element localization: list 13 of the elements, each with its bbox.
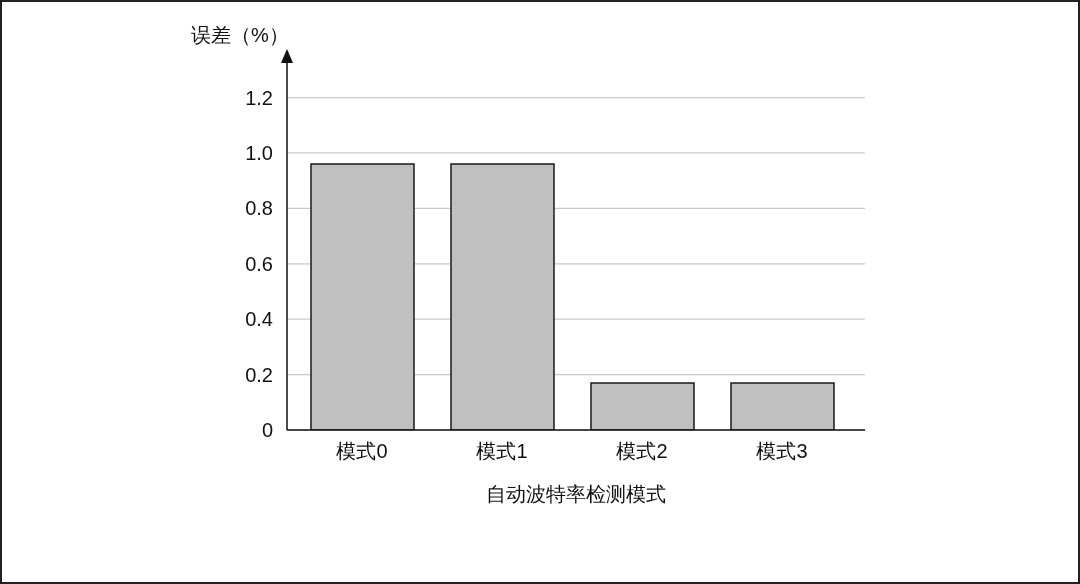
y-axis-title: 误差（%）: [191, 24, 289, 46]
x-axis-title: 自动波特率检测模式: [486, 483, 666, 506]
y-tick-label: 0.6: [245, 252, 273, 275]
y-tick-label: 0.8: [245, 197, 273, 220]
y-tick-label: 0.4: [245, 308, 273, 331]
x-tick-label: 模式3: [756, 440, 808, 463]
x-tick-label: 模式1: [476, 440, 528, 463]
x-tick-label: 模式0: [336, 440, 388, 463]
y-tick-label: 1.0: [245, 142, 273, 165]
y-tick-label: 0: [261, 419, 273, 442]
x-tick-label: 模式2: [616, 440, 668, 463]
y-tick-label: 1.2: [245, 86, 273, 109]
y-tick-label: 0.2: [245, 363, 273, 386]
